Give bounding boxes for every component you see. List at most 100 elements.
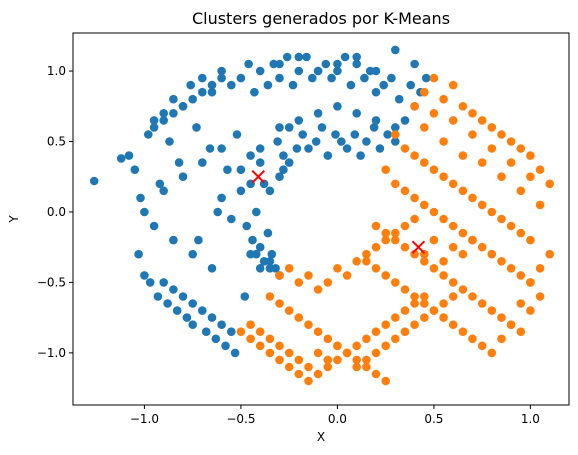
cluster-1-point — [439, 94, 448, 104]
cluster-0-point — [391, 45, 400, 55]
cluster-0-point — [369, 123, 379, 132]
cluster-0-point — [198, 158, 207, 167]
cluster-0-point — [169, 109, 178, 118]
cluster-0-point — [149, 221, 159, 231]
y-tick-label: 1.0 — [47, 64, 66, 78]
cluster-1-point — [516, 327, 526, 337]
cluster-0-point — [265, 257, 275, 266]
cluster-1-point — [526, 278, 535, 287]
cluster-1-point — [371, 327, 381, 337]
cluster-1-point — [284, 264, 294, 273]
cluster-1-point — [304, 362, 313, 372]
cluster-1-point — [439, 137, 448, 146]
cluster-0-point — [246, 151, 255, 160]
cluster-0-point — [207, 80, 217, 90]
cluster-1-point — [313, 348, 323, 358]
cluster-0-point — [211, 334, 221, 344]
cluster-0-point — [244, 59, 253, 69]
cluster-0-point — [406, 80, 416, 90]
cluster-0-point — [201, 327, 211, 337]
cluster-1-point — [468, 235, 477, 245]
cluster-1-point — [275, 341, 284, 351]
cluster-0-point — [213, 207, 222, 217]
chart-title: Clusters generados por K-Means — [192, 9, 450, 28]
cluster-1-point — [391, 179, 400, 189]
cluster-0-point — [375, 144, 385, 153]
cluster-1-point — [381, 235, 391, 245]
cluster-1-point — [294, 355, 304, 365]
cluster-1-point — [458, 151, 468, 160]
cluster-1-point — [313, 285, 323, 294]
cluster-1-point — [352, 362, 362, 372]
cluster-1-point — [506, 264, 516, 273]
cluster-0-point — [371, 66, 381, 76]
cluster-0-point — [294, 52, 304, 62]
cluster-1-point — [477, 341, 487, 351]
cluster-1-point — [468, 292, 477, 301]
cluster-1-point — [526, 151, 535, 160]
cluster-1-point — [439, 299, 448, 308]
cluster-0-point — [240, 292, 250, 301]
cluster-0-point — [169, 94, 178, 104]
cluster-1-point — [448, 242, 458, 252]
cluster-0-point — [159, 116, 168, 125]
cluster-0-point — [267, 249, 277, 259]
cluster-1-point — [420, 313, 429, 322]
cluster-0-point — [275, 73, 284, 83]
cluster-1-point — [516, 299, 526, 308]
cluster-0-point — [391, 137, 400, 146]
cluster-1-point — [516, 271, 526, 280]
cluster-1-point — [487, 249, 497, 259]
centroids-layer — [251, 170, 426, 254]
cluster-1-point — [391, 334, 400, 344]
cluster-1-point — [535, 264, 545, 273]
cluster-1-point — [526, 172, 535, 181]
centroid-marker — [251, 170, 265, 184]
cluster-1-point — [458, 102, 468, 111]
x-tick-label: 0.0 — [328, 412, 347, 426]
x-tick-label: 0.5 — [424, 412, 443, 426]
cluster-1-point — [323, 278, 333, 287]
cluster-1-point — [516, 144, 526, 153]
cluster-0-point — [275, 123, 284, 132]
cluster-1-point — [381, 341, 391, 351]
cluster-1-point — [506, 158, 516, 167]
cluster-0-point — [145, 278, 155, 287]
cluster-1-point — [410, 299, 419, 308]
cluster-1-point — [448, 292, 458, 301]
cluster-1-point — [516, 228, 526, 238]
cluster-0-point — [178, 172, 188, 181]
cluster-1-point — [526, 306, 535, 315]
cluster-1-point — [400, 186, 410, 196]
axes-frame — [72, 32, 570, 406]
cluster-1-point — [400, 242, 410, 252]
cluster-1-point — [391, 228, 400, 238]
cluster-1-point — [535, 200, 545, 210]
cluster-1-point — [477, 116, 487, 125]
cluster-1-point — [255, 327, 265, 337]
cluster-1-point — [439, 214, 448, 224]
cluster-1-point — [545, 249, 554, 259]
cluster-0-point — [149, 123, 159, 132]
y-tick-label: −1.0 — [37, 346, 66, 360]
cluster-1-point — [410, 320, 419, 330]
cluster-0-point — [227, 327, 236, 337]
cluster-0-point — [255, 158, 265, 167]
cluster-0-point — [89, 176, 99, 186]
cluster-0-point — [246, 249, 255, 259]
cluster-1-point — [439, 313, 448, 322]
cluster-1-point — [304, 376, 313, 386]
cluster-0-point — [198, 73, 207, 83]
cluster-1-point — [381, 165, 391, 174]
cluster-1-point — [381, 320, 391, 330]
cluster-1-point — [294, 369, 304, 379]
cluster-0-point — [331, 130, 340, 139]
cluster-0-point — [169, 285, 178, 294]
cluster-1-point — [420, 158, 429, 167]
cluster-0-point — [198, 87, 207, 97]
cluster-1-point — [497, 334, 506, 344]
cluster-1-point — [468, 193, 477, 203]
cluster-1-point — [545, 179, 554, 189]
cluster-0-point — [165, 137, 174, 146]
cluster-1-point — [352, 257, 362, 266]
